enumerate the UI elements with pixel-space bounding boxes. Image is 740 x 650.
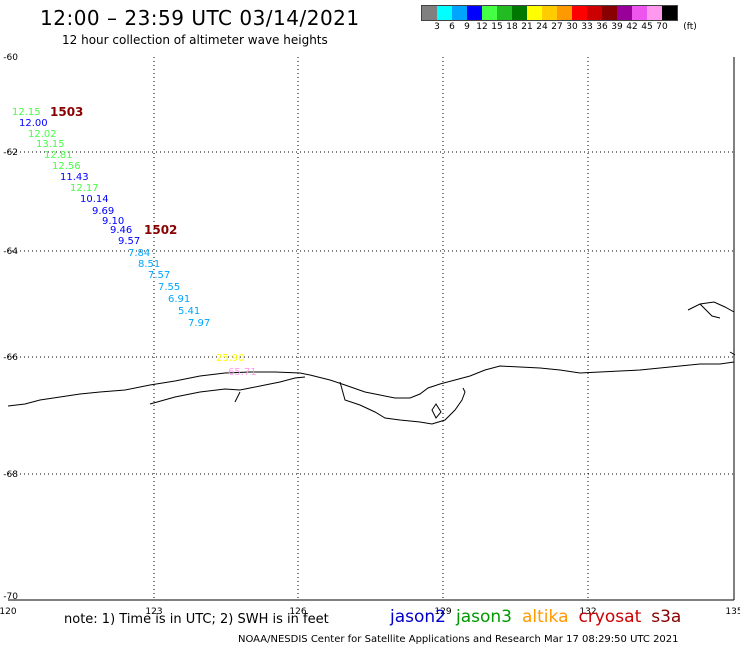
latitude-label: -60: [3, 53, 18, 63]
scale-swatch: [662, 6, 677, 20]
latitude-label: -66: [3, 353, 18, 363]
wave-height-value: 8.51: [138, 259, 160, 270]
wave-height-value: 25.90: [216, 353, 245, 364]
latitude-label: -68: [3, 470, 18, 480]
color-scale-labels: 3 6 9 12 15 18 21 24 27 30 33 36 39 42 45 70 (ft): [421, 22, 740, 34]
wave-height-value: 6.91: [168, 294, 190, 305]
footer-note: note: 1) Time is in UTC; 2) SWH is in fe…: [64, 612, 329, 627]
coastline: [7, 361, 735, 407]
scale-swatch: [467, 6, 482, 20]
wave-height-value: 9.69: [92, 206, 114, 217]
footer-credit: NOAA/NESDIS Center for Satellite Applica…: [238, 634, 679, 645]
latitude-label: -62: [3, 148, 18, 158]
scale-label: 15: [491, 22, 503, 32]
scale-swatch: [602, 6, 617, 20]
satellite-legend-item: altika: [522, 607, 569, 627]
scale-swatch: [482, 6, 497, 20]
scale-label: 18: [506, 22, 518, 32]
scale-label: 21: [521, 22, 533, 32]
wave-height-value: 5.41: [178, 306, 200, 317]
scale-swatch: [542, 6, 557, 20]
longitude-label: 135: [725, 607, 740, 617]
longitude-label: 129: [434, 607, 451, 617]
scale-swatch: [437, 6, 452, 20]
track-id-label: 1502: [144, 223, 177, 237]
scale-label: 27: [551, 22, 563, 32]
latitude-label: -64: [3, 247, 18, 257]
wave-height-value: 10.14: [80, 194, 109, 205]
scale-label: 6: [449, 22, 455, 32]
wave-height-value: 65.71: [228, 367, 257, 378]
scale-label: 12: [476, 22, 488, 32]
wave-height-value: 7.57: [148, 270, 170, 281]
wave-height-value: 7.84: [128, 248, 150, 259]
scale-swatch: [632, 6, 647, 20]
wave-height-value: 12.02: [28, 129, 57, 140]
scale-label: 36: [596, 22, 608, 32]
scale-swatch: [572, 6, 587, 20]
satellite-legend-item: jason3: [456, 607, 512, 627]
wave-height-value: 12.81: [44, 150, 73, 161]
scale-label: 42: [626, 22, 638, 32]
scale-label: 70: [656, 22, 668, 32]
coastline-inner: [149, 376, 466, 425]
wave-height-value: 11.43: [60, 172, 89, 183]
map-grid: [8, 57, 735, 601]
satellite-legend: jason2 jason3 altika cryosat s3a: [390, 607, 691, 627]
wave-height-value: 9.10: [102, 216, 124, 227]
scale-label: 3: [434, 22, 440, 32]
wave-height-value: 7.55: [158, 282, 180, 293]
wave-height-value: 7.97: [188, 318, 210, 329]
scale-swatch: [587, 6, 602, 20]
scale-swatch: [422, 6, 437, 20]
observation-labels: 12.1512.0012.0213.1512.8112.5611.4312.17…: [12, 105, 257, 378]
scale-swatch: [557, 6, 572, 20]
page-title: 12:00 – 23:59 UTC 03/14/2021: [40, 6, 360, 30]
scale-swatch: [452, 6, 467, 20]
wave-height-value: 13.15: [36, 139, 65, 150]
scale-label: 33: [581, 22, 593, 32]
satellite-legend-item: jason2: [390, 607, 446, 627]
scale-swatch: [527, 6, 542, 20]
scale-label: 39: [611, 22, 623, 32]
scale-swatch: [617, 6, 632, 20]
scale-label: 30: [566, 22, 578, 32]
longitude-label: 132: [579, 607, 596, 617]
scale-label: 45: [641, 22, 653, 32]
scale-unit: (ft): [683, 22, 697, 32]
scale-label: 9: [464, 22, 470, 32]
color-scale: [421, 5, 678, 21]
wave-height-value: 9.46: [110, 225, 132, 236]
satellite-legend-item: s3a: [651, 607, 682, 627]
longitude-label: 120: [0, 607, 17, 617]
scale-swatch: [497, 6, 512, 20]
wave-height-value: 12.56: [52, 161, 81, 172]
wave-height-value: 9.57: [118, 236, 140, 247]
coastline-island: [687, 301, 736, 356]
longitude-label: 126: [289, 607, 306, 617]
scale-swatch: [512, 6, 527, 20]
scale-label: 24: [536, 22, 548, 32]
scale-swatch: [647, 6, 662, 20]
axis-labels: -60 -62 -64 -66 -68 -70 120 123 126 129 132 135: [0, 53, 740, 617]
latitude-label: -70: [3, 592, 18, 602]
page-subtitle: 12 hour collection of altimeter wave hei…: [62, 33, 328, 47]
track-id-label: 1503: [50, 105, 83, 119]
satellite-legend-item: cryosat: [578, 607, 642, 627]
wave-height-value: 12.15: [12, 107, 41, 118]
longitude-label: 123: [145, 607, 162, 617]
wave-height-value: 12.00: [19, 118, 48, 129]
wave-height-value: 12.17: [70, 183, 99, 194]
